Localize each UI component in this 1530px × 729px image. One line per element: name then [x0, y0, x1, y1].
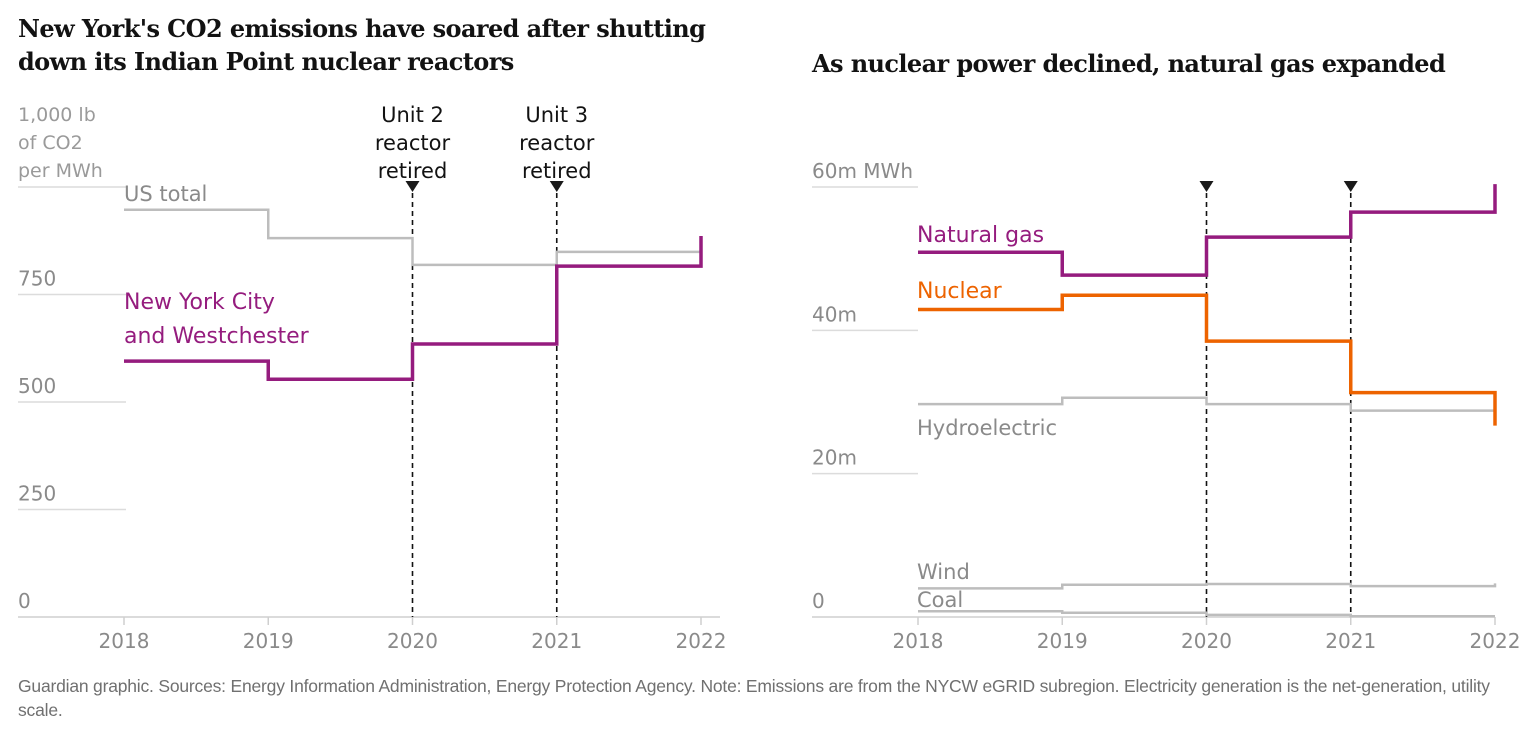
left-series-line-new-york-city-and-westchester: [124, 236, 703, 381]
right-y-tick-label: 40m: [812, 302, 857, 326]
left-retirement-annotation: reactor: [519, 131, 595, 155]
right-series-line-hydroelectric: [918, 396, 1495, 412]
left-y-tick-label: 250: [18, 482, 56, 506]
right-x-tick-label: 2019: [1037, 629, 1088, 653]
right-y-tick-label: 0: [812, 589, 825, 613]
right-series-label-natural-gas: Natural gas: [917, 223, 1044, 248]
left-retirement-annotation: Unit 3: [525, 103, 588, 127]
left-y-unit-label: 1,000 lb: [18, 104, 96, 126]
right-chart-title: As nuclear power declined, natural gas e…: [812, 49, 1446, 78]
left-series-label-new-york-city-and-westchester: New York City: [124, 290, 275, 315]
left-series-label-new-york-city-and-westchester: and Westchester: [124, 324, 310, 349]
right-series-label-wind: Wind: [917, 560, 970, 584]
right-series-label-hydroelectric: Hydroelectric: [917, 416, 1057, 440]
right-series-line-nuclear: [918, 293, 1497, 426]
right-x-tick-label: 2021: [1325, 629, 1376, 653]
left-retirement-annotation: retired: [522, 159, 592, 183]
left-x-tick-label: 2020: [387, 629, 438, 653]
down-triangle-icon: [1343, 181, 1358, 192]
left-x-tick-label: 2022: [676, 629, 727, 653]
right-y-tick-label: 20m: [812, 446, 857, 470]
right-series-label-coal: Coal: [917, 588, 963, 612]
down-triangle-icon: [405, 181, 420, 192]
left-chart-title: New York's CO2 emissions have soared aft…: [18, 14, 706, 76]
right-series-label-nuclear: Nuclear: [917, 279, 1003, 304]
right-x-tick-label: 2018: [893, 629, 944, 653]
left-retirement-annotation: Unit 2: [381, 103, 444, 127]
left-x-tick-label: 2018: [99, 629, 150, 653]
left-series-line-us-total: [124, 208, 701, 267]
down-triangle-icon: [549, 181, 564, 192]
right-y-tick-label: 60m MWh: [812, 159, 913, 183]
left-y-tick-label: 0: [18, 589, 31, 613]
right-series-line-coal: [918, 610, 1495, 618]
left-series-label-us-total: US total: [124, 182, 207, 206]
left-y-unit-label: of CO2: [18, 132, 83, 154]
right-series-line-wind: [918, 582, 1497, 590]
right-x-tick-label: 2020: [1181, 629, 1232, 653]
left-retirement-annotation: retired: [378, 159, 448, 183]
right-x-tick-label: 2022: [1470, 629, 1521, 653]
left-x-tick-label: 2021: [531, 629, 582, 653]
left-x-tick-label: 2019: [243, 629, 294, 653]
source-footer: Guardian graphic. Sources: Energy Inform…: [18, 676, 1490, 720]
down-triangle-icon: [1199, 181, 1214, 192]
left-y-unit-label: per MWh: [18, 160, 103, 182]
left-retirement-annotation: reactor: [375, 131, 451, 155]
right-series-line-natural-gas: [918, 184, 1497, 277]
left-y-tick-label: 750: [18, 267, 56, 291]
left-y-tick-label: 500: [18, 374, 56, 398]
